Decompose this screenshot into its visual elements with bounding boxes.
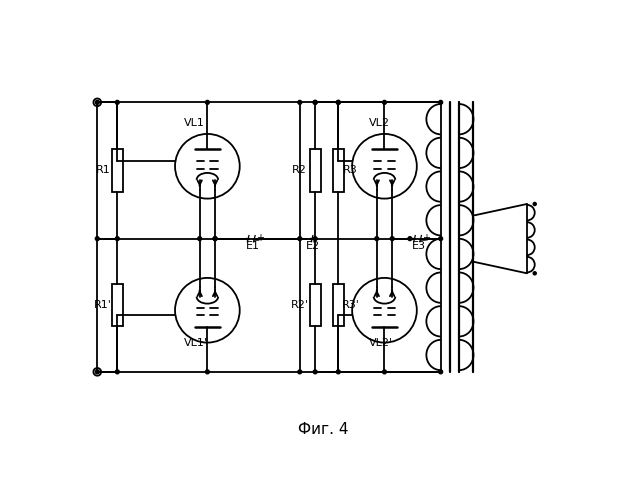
Circle shape: [313, 100, 317, 104]
Circle shape: [115, 100, 119, 104]
Circle shape: [408, 236, 412, 240]
Circle shape: [336, 370, 340, 374]
Bar: [112, 150, 123, 192]
Circle shape: [533, 202, 536, 205]
Text: R2': R2': [291, 300, 309, 310]
Text: Фиг. 4: Фиг. 4: [297, 422, 348, 437]
Text: R1': R1': [94, 300, 112, 310]
Text: -: -: [306, 233, 309, 243]
Circle shape: [382, 370, 386, 374]
Bar: [333, 284, 344, 327]
Text: R2: R2: [292, 166, 307, 175]
Bar: [310, 150, 321, 192]
Circle shape: [115, 370, 119, 374]
Bar: [112, 284, 123, 327]
Text: -: -: [243, 233, 246, 243]
Circle shape: [205, 100, 209, 104]
Text: R3': R3': [341, 300, 360, 310]
Text: +: +: [256, 233, 264, 243]
Text: E3: E3: [412, 242, 426, 252]
Circle shape: [336, 100, 340, 104]
Circle shape: [95, 236, 99, 240]
Text: VL2': VL2': [369, 338, 393, 348]
Circle shape: [298, 100, 302, 104]
Circle shape: [95, 100, 99, 104]
Text: -: -: [409, 233, 413, 243]
Circle shape: [438, 236, 443, 240]
Circle shape: [438, 370, 443, 374]
Text: +: +: [422, 233, 430, 243]
Circle shape: [382, 100, 386, 104]
Circle shape: [213, 236, 217, 240]
Circle shape: [213, 236, 217, 240]
Circle shape: [198, 236, 202, 240]
Circle shape: [313, 236, 317, 240]
Text: VL1': VL1': [184, 338, 209, 348]
Circle shape: [313, 100, 317, 104]
Circle shape: [115, 236, 119, 240]
Text: E1: E1: [246, 242, 260, 252]
Text: R1: R1: [96, 166, 111, 175]
Circle shape: [298, 236, 302, 240]
Text: VL2: VL2: [369, 118, 390, 128]
Circle shape: [533, 272, 536, 275]
Bar: [333, 150, 344, 192]
Circle shape: [298, 370, 302, 374]
Circle shape: [205, 370, 209, 374]
Circle shape: [95, 370, 99, 374]
Circle shape: [390, 236, 394, 240]
Circle shape: [438, 100, 443, 104]
Text: VL1: VL1: [184, 118, 205, 128]
Circle shape: [313, 370, 317, 374]
Text: E2: E2: [306, 242, 320, 252]
Bar: [310, 284, 321, 327]
Circle shape: [375, 236, 379, 240]
Circle shape: [336, 100, 340, 104]
Text: R3: R3: [343, 166, 358, 175]
